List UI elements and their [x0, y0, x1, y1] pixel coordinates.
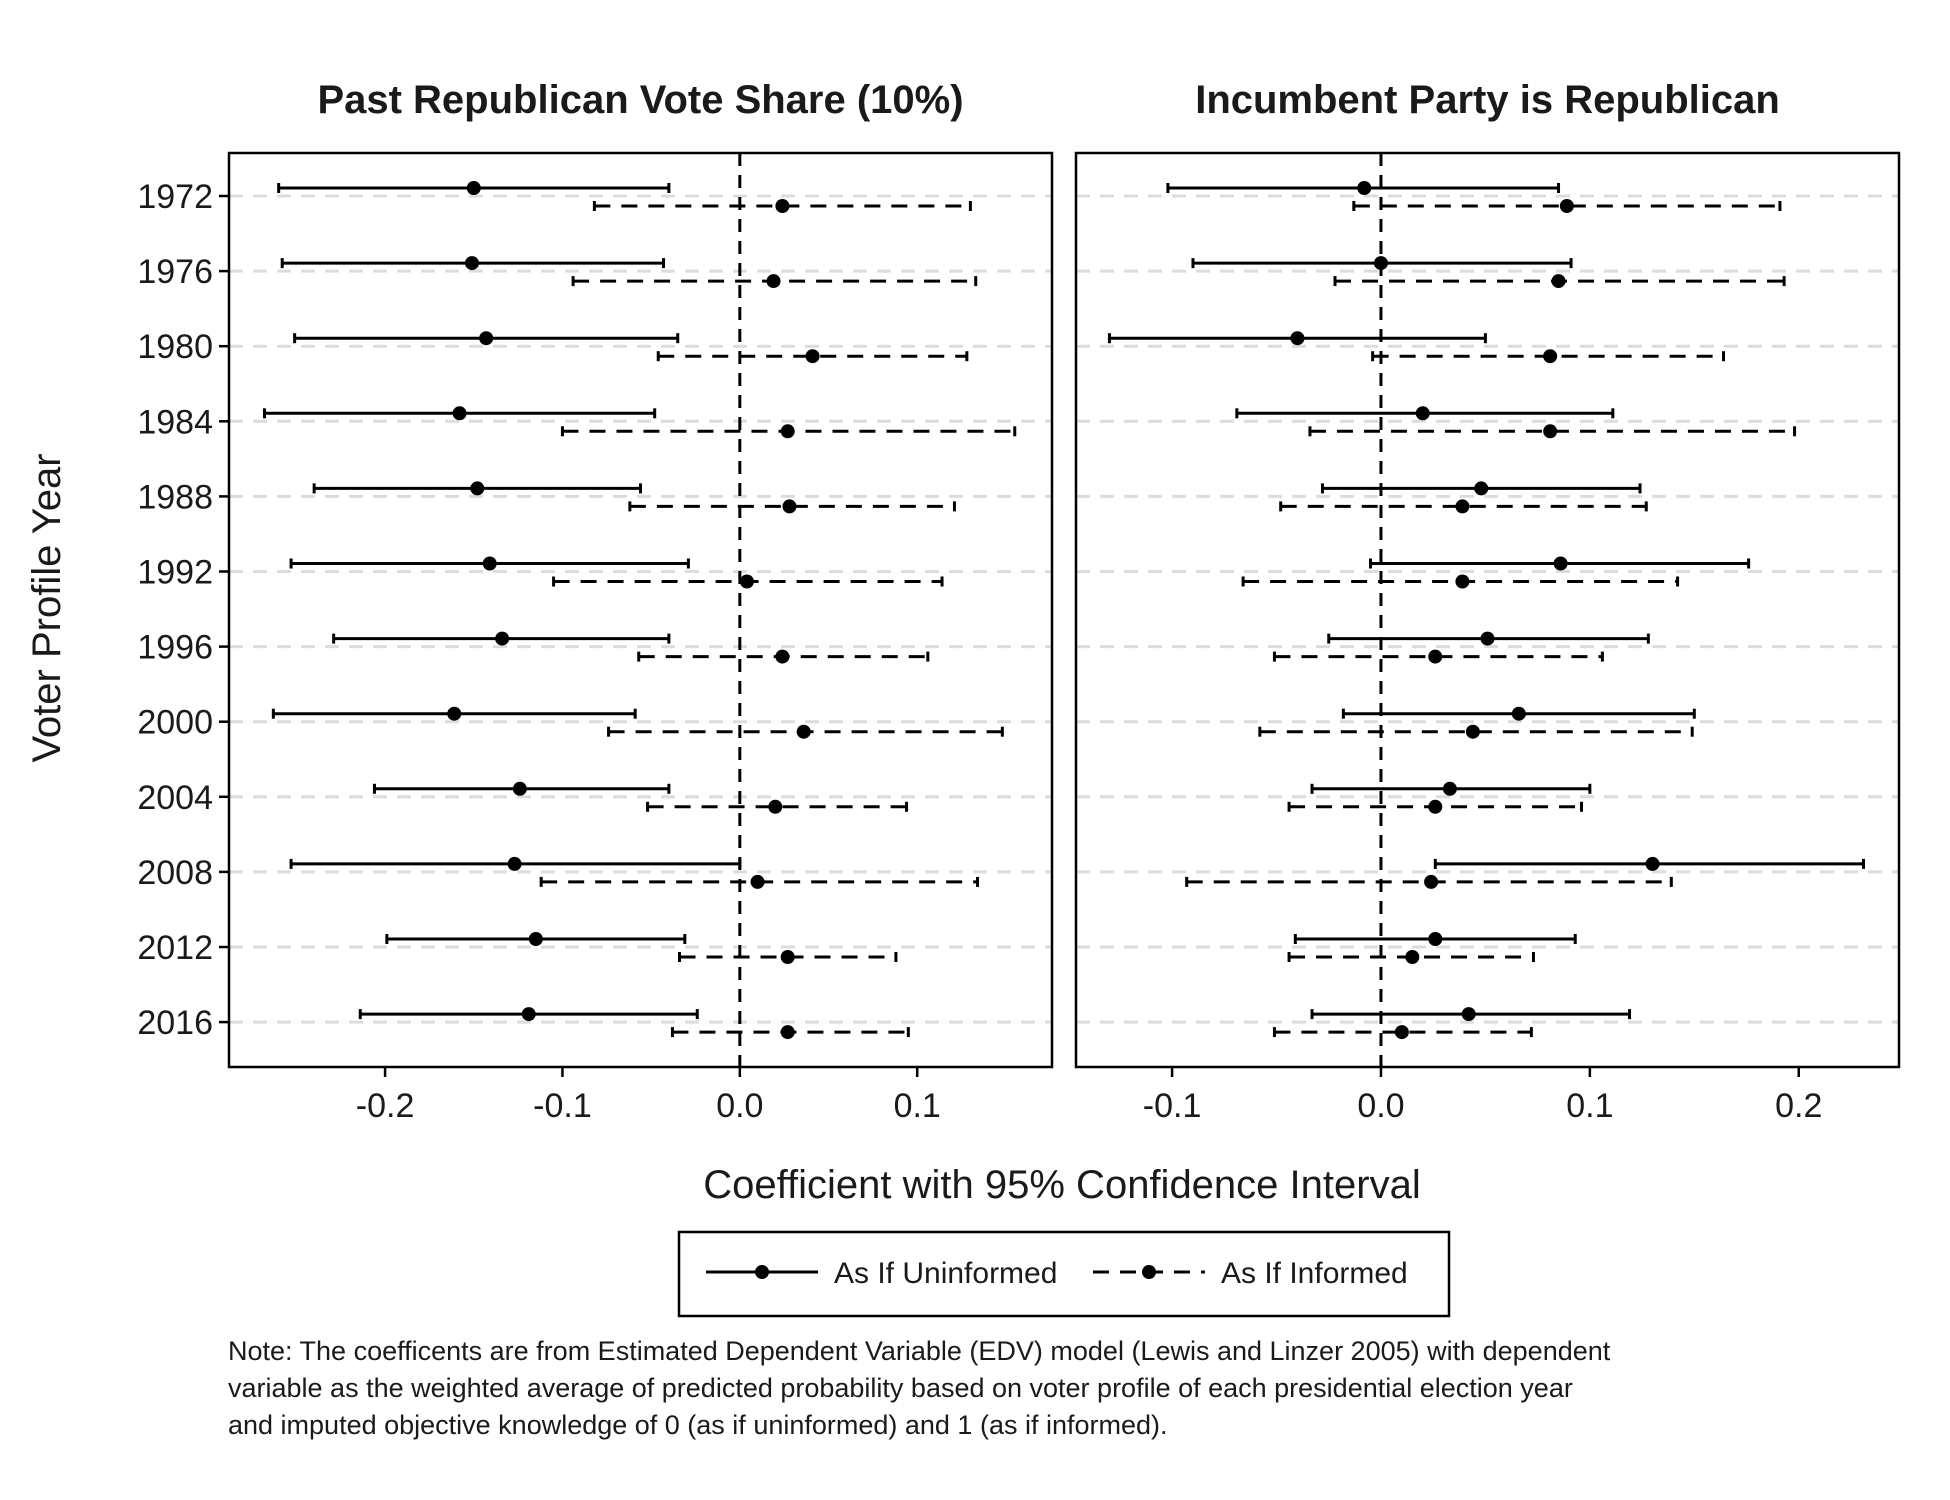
- point-estimate: [1543, 424, 1558, 439]
- point-estimate: [782, 499, 797, 514]
- point-estimate: [452, 406, 467, 421]
- point-estimate: [1553, 556, 1568, 571]
- point-estimate: [507, 856, 522, 871]
- point-estimate: [768, 799, 783, 814]
- point-estimate: [750, 874, 765, 889]
- point-estimate: [1428, 649, 1443, 664]
- point-estimate: [495, 631, 510, 646]
- legend-key-informed-point: [1142, 1265, 1156, 1279]
- point-estimate: [1405, 950, 1420, 964]
- y-tick-label: 2012: [137, 929, 213, 967]
- y-tick-label: 1992: [137, 554, 213, 592]
- legend-key-uninformed-point: [755, 1265, 769, 1279]
- point-estimate: [1465, 724, 1480, 739]
- point-estimate: [1543, 349, 1558, 364]
- point-estimate: [1442, 781, 1457, 796]
- y-tick-label: 1984: [137, 403, 213, 441]
- point-estimate: [1461, 1007, 1476, 1022]
- point-estimate: [766, 274, 781, 289]
- panel-left: Past Republican Vote Share (10%) -0.2 -0.1…: [137, 78, 1054, 1125]
- panel-right: Incumbent Party is Republican -0.1 0.0 0.1 0…: [1074, 78, 1901, 1125]
- y-axis-title: Voter Profile Year: [25, 453, 69, 762]
- point-estimate: [1428, 932, 1443, 946]
- point-estimate: [780, 424, 795, 439]
- point-estimate: [796, 724, 811, 739]
- y-tick-label: 1976: [137, 253, 213, 291]
- point-estimate: [1559, 199, 1574, 213]
- point-estimate: [780, 1025, 795, 1040]
- point-estimate: [1551, 274, 1566, 289]
- x-tick-label: 0.0: [716, 1087, 763, 1125]
- y-tick-label: 1988: [137, 478, 213, 516]
- point-estimate: [1415, 406, 1430, 421]
- y-tick-label: 1972: [137, 178, 213, 216]
- panel-title: Past Republican Vote Share (10%): [317, 78, 963, 122]
- point-estimate: [521, 1007, 536, 1022]
- point-estimate: [512, 781, 527, 796]
- x-tick-label: -0.1: [533, 1087, 592, 1125]
- point-estimate: [1511, 706, 1526, 721]
- x-tick-label: 0.1: [1566, 1087, 1613, 1125]
- point-estimate: [479, 331, 494, 346]
- point-estimate: [447, 706, 462, 721]
- point-estimate: [1455, 574, 1470, 589]
- point-estimate: [1290, 331, 1305, 346]
- x-tick-label: 0.2: [1775, 1087, 1822, 1125]
- point-estimate: [739, 574, 754, 589]
- y-tick-label: 1996: [137, 629, 213, 667]
- point-estimate: [466, 181, 481, 195]
- point-estimate: [775, 199, 790, 213]
- y-tick-label: 2004: [137, 779, 213, 817]
- x-tick-label: 0.1: [894, 1087, 941, 1125]
- x-tick-label: -0.1: [1143, 1087, 1202, 1125]
- point-estimate: [1474, 481, 1489, 496]
- point-estimate: [1424, 874, 1439, 889]
- point-estimate: [470, 481, 485, 496]
- figure-note: Note: The coefficents are from Estimated…: [228, 1333, 1908, 1444]
- point-estimate: [1480, 631, 1495, 646]
- point-estimate: [528, 932, 543, 946]
- point-estimate: [1428, 799, 1443, 814]
- point-estimate: [1357, 181, 1372, 195]
- panel-border: [227, 151, 1054, 1069]
- note-line: variable as the weighted average of pred…: [228, 1373, 1573, 1403]
- legend-label-uninformed: As If Uninformed: [834, 1257, 1057, 1290]
- legend-label-informed: As If Informed: [1221, 1257, 1408, 1290]
- point-estimate: [1645, 856, 1660, 871]
- y-tick-label: 2000: [137, 704, 213, 742]
- y-tick-label: 2016: [137, 1004, 213, 1042]
- note-line: and imputed objective knowledge of 0 (as…: [228, 1410, 1168, 1440]
- panel-title: Incumbent Party is Republican: [1195, 78, 1780, 122]
- note-line: Note: The coefficents are from Estimated…: [228, 1336, 1611, 1366]
- x-tick-label: 0.0: [1357, 1087, 1404, 1125]
- legend: As If Uninformed As If Informed: [677, 1230, 1451, 1318]
- point-estimate: [780, 950, 795, 964]
- x-axis-title: Coefficient with 95% Confidence Interval: [703, 1163, 1420, 1207]
- point-estimate: [482, 556, 497, 571]
- x-tick-label: -0.2: [356, 1087, 415, 1125]
- legend-box: [677, 1230, 1451, 1318]
- point-estimate: [1394, 1025, 1409, 1040]
- point-estimate: [805, 349, 820, 364]
- panel-border: [1074, 151, 1901, 1069]
- point-estimate: [1455, 499, 1470, 514]
- point-estimate: [464, 256, 479, 271]
- y-tick-label: 2008: [137, 854, 213, 892]
- y-tick-label: 1980: [137, 328, 213, 366]
- point-estimate: [775, 649, 790, 664]
- point-estimate: [1373, 256, 1388, 271]
